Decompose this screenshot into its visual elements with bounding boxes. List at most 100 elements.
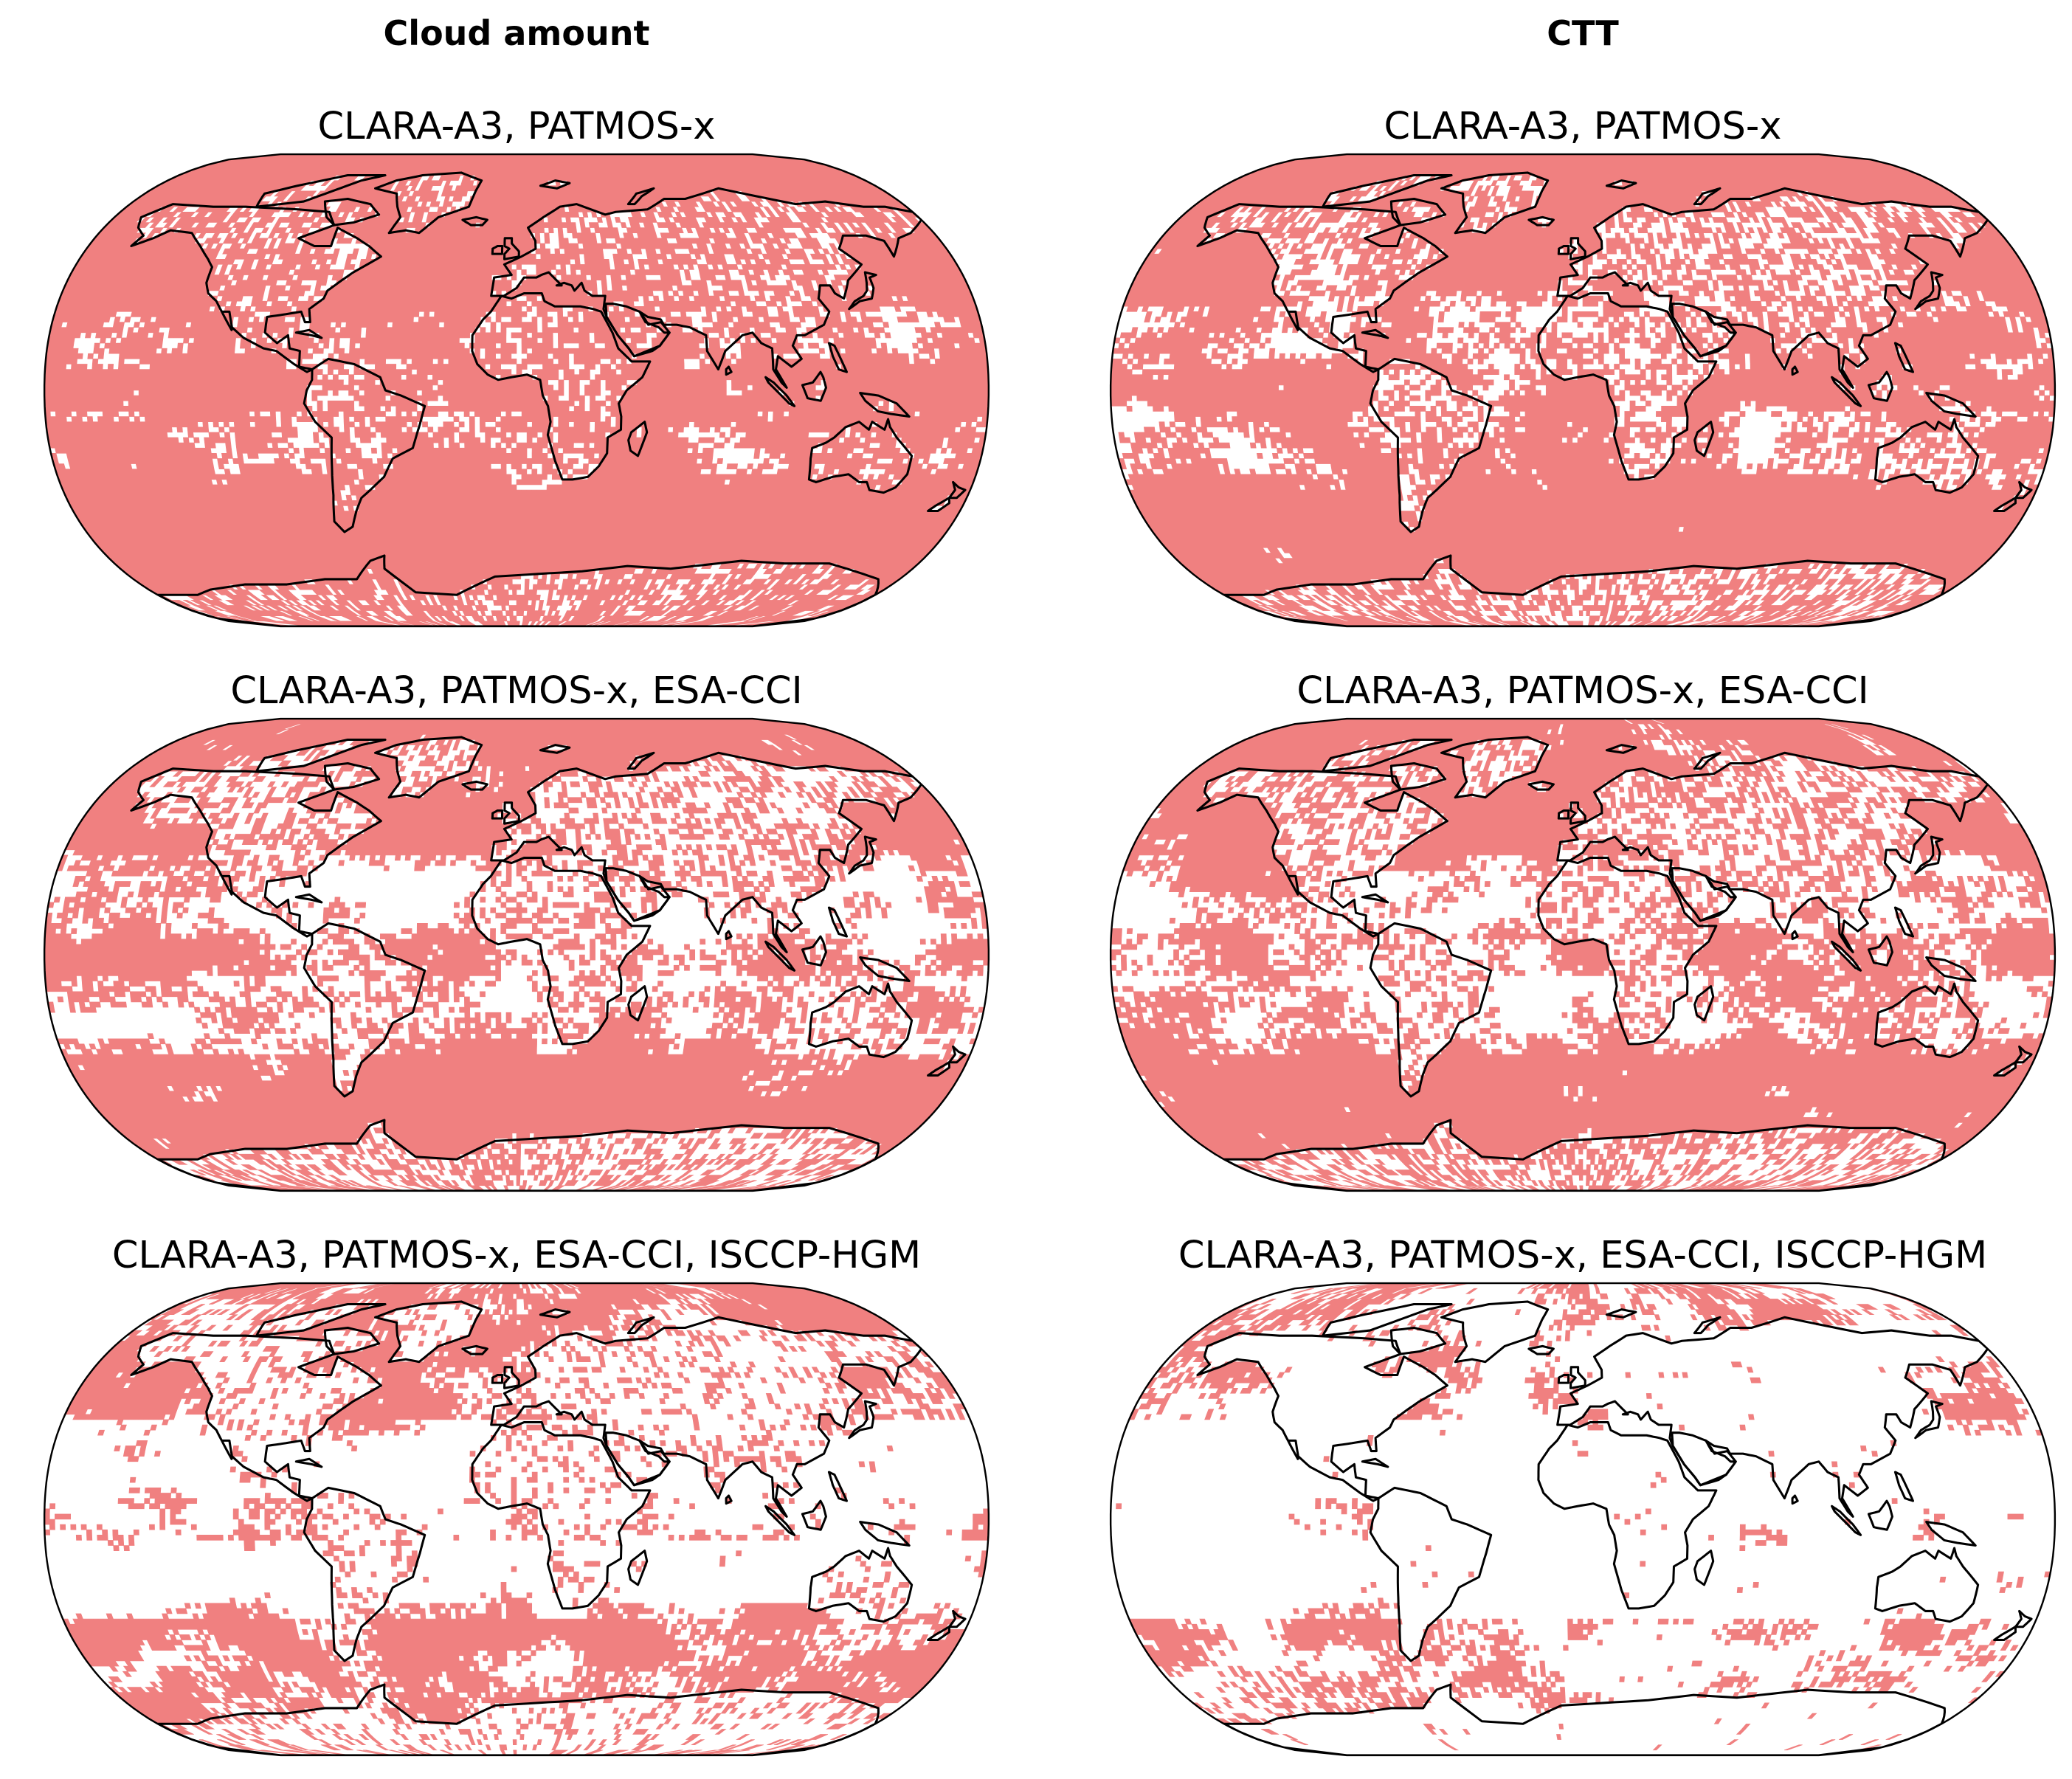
coastline-newzealand xyxy=(2014,1045,2033,1064)
coastline-ireland xyxy=(1557,1373,1570,1384)
coastline-namerica xyxy=(130,203,382,373)
coastlines xyxy=(130,171,967,626)
coastline-philippines xyxy=(1893,906,1915,938)
agreement-pixels xyxy=(1116,1283,2051,1751)
coastline-borneo xyxy=(801,935,827,967)
coastline-novaya xyxy=(626,187,655,206)
coastline-sumatra xyxy=(1831,1505,1862,1536)
world-map xyxy=(43,717,990,1192)
coastline-eurasia xyxy=(490,751,923,953)
coastline-newzealand xyxy=(2014,480,2033,500)
coastline-sumatra xyxy=(1831,940,1862,972)
coastline-britain xyxy=(1569,237,1586,260)
coastline-baffin xyxy=(323,197,381,227)
map-frame xyxy=(1109,1282,2057,1757)
coastline-ireland xyxy=(1557,244,1570,255)
coastline-samerica xyxy=(1369,357,1493,533)
coastline-newzealand2 xyxy=(1993,497,2017,513)
coastline-arabia xyxy=(1671,303,1737,358)
panel-title: CLARA-A3, PATMOS-x, ESA-CCI, ISCCP-HGM xyxy=(111,1234,922,1277)
coastline-newguinea xyxy=(859,392,911,418)
coastline-arabia xyxy=(1671,867,1737,922)
coastline-samerica xyxy=(303,922,427,1098)
coastline-borneo xyxy=(1867,935,1893,967)
agreement-pixels xyxy=(44,154,989,626)
coastline-baffin xyxy=(1389,1326,1447,1355)
world-map xyxy=(43,153,990,628)
coastline-newzealand xyxy=(947,480,967,500)
coastline-svalbard xyxy=(539,1308,571,1319)
coastline-svalbard xyxy=(1605,744,1637,754)
coastline-newguinea xyxy=(1925,1521,1977,1547)
coastline-australia xyxy=(807,418,914,494)
coastline-svalbard xyxy=(1605,179,1637,190)
coastline-newzealand2 xyxy=(927,1626,950,1642)
map-panel: CLARA-A3, PATMOS-x, ESA-CCI, ISCCP-HGM xyxy=(0,1232,1033,1759)
coastline-greenland xyxy=(1440,171,1550,235)
coastline-australia xyxy=(807,982,914,1059)
coastline-britain xyxy=(503,237,520,260)
coastline-iceland xyxy=(461,780,488,791)
coastline-arcticisl xyxy=(1322,173,1453,208)
coastline-novaya xyxy=(626,1316,655,1335)
coastline-africa xyxy=(1537,1420,1718,1610)
coastline-iceland xyxy=(1527,780,1555,791)
coastline-samerica xyxy=(1369,922,1493,1098)
coastline-borneo xyxy=(1867,370,1893,402)
coastline-iceland xyxy=(1527,215,1555,227)
coastline-eurasia xyxy=(1556,187,1989,389)
coastline-samerica xyxy=(303,1486,427,1662)
coastline-greenland xyxy=(374,1300,483,1364)
coastline-antarctica xyxy=(156,1683,880,1755)
column-header-ctt: CTT xyxy=(1547,13,1619,53)
coastline-madagascar xyxy=(1693,421,1715,457)
coastline-namerica xyxy=(1196,767,1448,938)
coastline-britain xyxy=(503,1366,520,1389)
coastline-iceland xyxy=(1527,1344,1555,1355)
coastline-svalbard xyxy=(539,744,571,754)
coastline-africa xyxy=(471,856,652,1046)
coastline-philippines xyxy=(827,906,849,938)
agreement-pixels xyxy=(1111,154,2055,626)
world-map xyxy=(1109,1282,2057,1757)
coastline-svalbard xyxy=(539,179,571,190)
coastline-cuba xyxy=(294,1457,323,1468)
map-panel: CLARA-A3, PATMOS-x xyxy=(1066,103,2072,630)
coastline-britain xyxy=(1569,801,1586,825)
coastline-srilanka xyxy=(725,365,733,376)
coastline-eurasia xyxy=(490,187,923,389)
coastline-ireland xyxy=(491,809,504,820)
coastline-sumatra xyxy=(764,940,796,972)
coastline-baffin xyxy=(1389,197,1447,227)
coastlines xyxy=(130,1300,967,1755)
coastline-australia xyxy=(807,1547,914,1623)
coastline-samerica xyxy=(303,357,427,533)
coastline-africa xyxy=(471,291,652,481)
coastline-srilanka xyxy=(725,1494,733,1505)
coastline-greenland xyxy=(374,736,483,799)
coastline-baffin xyxy=(1389,761,1447,791)
coastline-newguinea xyxy=(859,1521,911,1547)
coastline-arcticisl xyxy=(255,173,387,208)
coastline-newguinea xyxy=(859,956,911,983)
map-panel: CLARA-A3, PATMOS-x, ESA-CCI xyxy=(0,668,1033,1195)
agreement-pixels xyxy=(44,1283,989,1755)
coastline-antarctica xyxy=(156,554,880,626)
coastline-japan xyxy=(848,271,877,311)
coastline-newzealand2 xyxy=(927,1061,950,1077)
coastline-newzealand xyxy=(947,1609,967,1628)
coastline-madagascar xyxy=(1693,985,1715,1022)
coastline-eurasia xyxy=(1556,1316,1989,1518)
coastline-arabia xyxy=(604,303,671,358)
coastline-novaya xyxy=(1693,187,1722,206)
panel-title: CLARA-A3, PATMOS-x, ESA-CCI xyxy=(230,669,803,713)
coastline-samerica xyxy=(1369,1486,1493,1662)
coastline-svalbard xyxy=(1605,1308,1637,1319)
coastline-antarctica xyxy=(1223,554,1946,626)
coastline-arcticisl xyxy=(1322,738,1453,773)
world-map xyxy=(1109,717,2057,1192)
coastlines xyxy=(1196,171,2033,626)
coastline-eurasia xyxy=(1556,751,1989,953)
coastline-japan xyxy=(1914,835,1944,875)
coastline-madagascar xyxy=(1693,1550,1715,1586)
